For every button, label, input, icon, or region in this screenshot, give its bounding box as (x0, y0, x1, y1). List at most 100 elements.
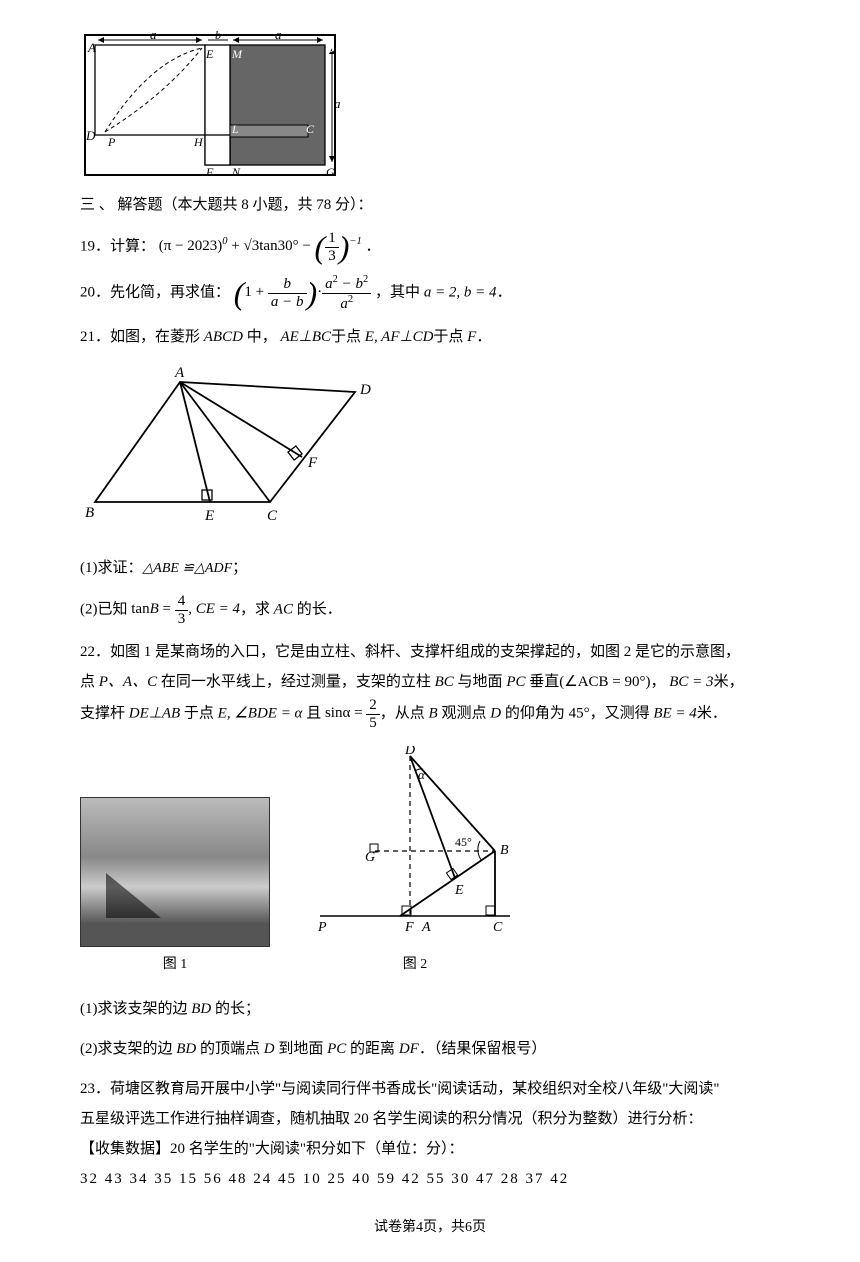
p20-mb2: − b (338, 276, 363, 292)
p19-tan: tan30° (259, 238, 298, 254)
p21-tan: tan (131, 601, 149, 617)
p20-1plus: 1 + (244, 284, 267, 300)
p20-b2e: 2 (363, 274, 368, 285)
caption-1: 图 1 (80, 951, 270, 979)
svg-text:E: E (454, 883, 464, 898)
p23-l2: 五星级评选工作进行抽样调查，随机抽取 20 名学生阅读的积分情况（积分为整数）进… (80, 1104, 780, 1134)
svg-text:N: N (231, 165, 241, 179)
p20-vals: a = 2, b = 4 (424, 284, 497, 300)
p21-3: 3 (175, 611, 189, 628)
p21-4: 4 (175, 593, 189, 611)
figure-top: a b a a A B E M D P H L C F N G (80, 30, 780, 180)
svg-text:a: a (150, 30, 157, 42)
svg-text:F: F (205, 165, 214, 179)
svg-text:a: a (275, 30, 282, 42)
svg-text:D: D (85, 128, 96, 143)
p21-eq: = (159, 601, 175, 617)
p22-45: 45° (569, 705, 590, 721)
svg-text:F: F (404, 920, 414, 935)
svg-text:C: C (493, 920, 503, 935)
p22-l2f: 米， (714, 674, 744, 690)
p22-ang: (∠ACB = 90°) (559, 674, 650, 690)
p22-s2d: 的距离 (346, 1041, 399, 1057)
p19-fden: 3 (325, 248, 339, 265)
p22-l3f: 的仰角为 (501, 705, 569, 721)
p19-expr: (π − 2023)0 + √3tan30° − (13)−1 (159, 238, 366, 254)
problem-21: 21．如图，在菱形 ABCD 中， AE⊥BC于点 E, AF⊥CD于点 F． (80, 322, 780, 352)
svg-text:B: B (85, 505, 94, 521)
svg-text:A: A (87, 40, 96, 55)
svg-text:α: α (418, 767, 426, 782)
p22-deab: DE⊥AB (129, 705, 180, 721)
p22-2: 2 (366, 697, 380, 715)
p20-dae: 2 (348, 294, 353, 305)
p23-l1: 23．荷塘区教育局开展中小学"与阅读同行伴书香成长"阅读话动，某校组织对全校八年… (80, 1074, 780, 1104)
p19-base: (π − 2023) (159, 238, 223, 254)
rhombus-svg: A D B C E F (80, 362, 380, 532)
p21-tri: △ABE ≌△ADF (143, 561, 233, 576)
p20-da: a (340, 296, 348, 312)
p22-Bv: B (429, 705, 438, 721)
p21-l1e: ． (476, 329, 491, 345)
p22-l2a: 点 (80, 674, 99, 690)
p22-l2e: ， (651, 674, 666, 690)
svg-text:P: P (317, 920, 327, 935)
p22-l3e: 观测点 (438, 705, 491, 721)
figure-rhombus: A D B C E F (80, 362, 780, 543)
p20-ttxt: ，其中 (375, 284, 424, 300)
p22-l3b: 于点 (180, 705, 218, 721)
p21-aebc: AE⊥BC (277, 329, 331, 345)
p19-sqrt: √3 (244, 238, 260, 254)
section-heading: 三 、 解答题（本大题共 8 小题，共 78 分）： (80, 190, 780, 220)
svg-text:L: L (231, 122, 239, 136)
p22-Dv2: D (264, 1041, 275, 1057)
p23-l3: 【收集数据】20 名学生的"大阅读"积分如下（单位：分）： (80, 1134, 780, 1164)
p22-sina: sinα = (325, 705, 366, 721)
p22-pc: PC (506, 674, 525, 690)
p22-sub1: (1)求该支架的边 BD 的长； (80, 994, 780, 1024)
svg-text:G: G (326, 165, 335, 179)
p21-ac: AC (274, 601, 293, 617)
svg-text:B: B (326, 40, 334, 55)
p21-s1b: ； (232, 560, 247, 576)
p21-s1a: (1)求证： (80, 560, 143, 576)
p22-l3a: 支撑杆 (80, 705, 129, 721)
p22-sub2: (2)求支架的边 BD 的顶端点 D 到地面 PC 的距离 DF．（结果保留根号… (80, 1034, 780, 1064)
p20-tail: ． (497, 284, 512, 300)
p22-Dv: D (490, 705, 501, 721)
figure-pair: 图 1 D α (80, 746, 780, 979)
p21-s2c: 的长． (293, 601, 342, 617)
svg-text:D: D (359, 382, 371, 398)
svg-text:H: H (193, 135, 204, 149)
p22-l3h: 米． (697, 705, 727, 721)
p22-l2c: 与地面 (454, 674, 507, 690)
p21-Bv: B (150, 601, 159, 617)
page-footer: 试卷第4页，共6页 (80, 1214, 780, 1242)
svg-text:P: P (107, 135, 116, 149)
p21-E: E, AF⊥CD (365, 329, 434, 345)
p22-l1: 22．如图 1 是某商场的入口，它是由立柱、斜杆、支撑杆组成的支架撑起的，如图 … (80, 637, 780, 667)
p22-l3d: ，从点 (380, 705, 429, 721)
support-diagram-svg: D α 45° G B E P F A C (310, 746, 520, 936)
p22-df: DF (399, 1041, 419, 1057)
svg-text:A: A (421, 920, 431, 935)
svg-text:M: M (231, 47, 243, 61)
svg-text:a: a (334, 96, 340, 111)
p21-ce: , CE = 4 (188, 601, 240, 617)
p22-s2e: ．（结果保留根号） (419, 1041, 547, 1057)
p22-pc2: PC (327, 1041, 346, 1057)
p22-be4: BE = 4 (653, 705, 696, 721)
problem-23: 23．荷塘区教育局开展中小学"与阅读同行伴书香成长"阅读话动，某校组织对全校八年… (80, 1074, 780, 1194)
p22-l2d: 垂直 (525, 674, 559, 690)
p19-minus: − (299, 238, 315, 254)
p22-s1b: 的长； (211, 1001, 260, 1017)
svg-text:45°: 45° (455, 835, 472, 849)
svg-text:E: E (204, 508, 214, 524)
p22-s1a: (1)求该支架的边 (80, 1001, 191, 1017)
p20-b: b (283, 276, 291, 292)
p22-bc3: BC = 3 (666, 674, 714, 690)
p19-tail: ． (365, 238, 380, 254)
p22-s2c: 到地面 (275, 1041, 328, 1057)
p22-Ev: E, ∠BDE = α (218, 705, 303, 721)
p21-s2b: ，求 (240, 601, 274, 617)
